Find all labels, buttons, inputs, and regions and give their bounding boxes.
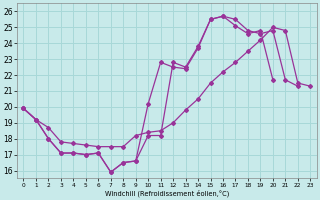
- X-axis label: Windchill (Refroidissement éolien,°C): Windchill (Refroidissement éolien,°C): [105, 189, 229, 197]
